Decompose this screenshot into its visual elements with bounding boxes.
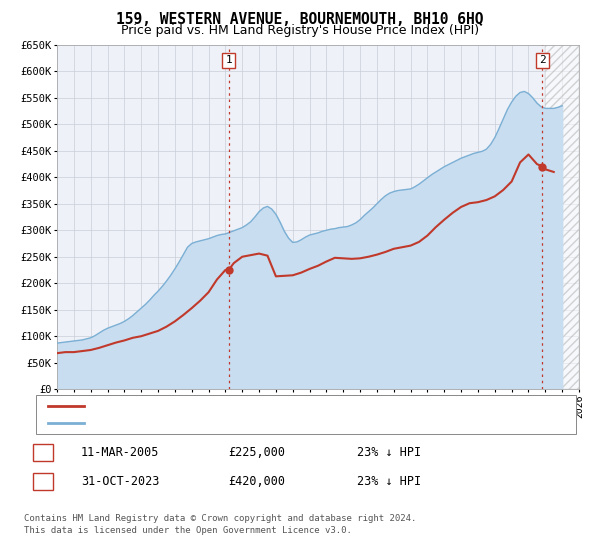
Text: 31-OCT-2023: 31-OCT-2023 [81,475,160,488]
Text: £225,000: £225,000 [228,446,285,459]
Text: 23% ↓ HPI: 23% ↓ HPI [357,446,421,459]
Text: 1: 1 [40,447,46,458]
Text: Price paid vs. HM Land Registry's House Price Index (HPI): Price paid vs. HM Land Registry's House … [121,24,479,37]
Text: £420,000: £420,000 [228,475,285,488]
Bar [545,45,579,389]
Bar [545,45,579,389]
Text: 11-MAR-2005: 11-MAR-2005 [81,446,160,459]
Text: This data is licensed under the Open Government Licence v3.0.: This data is licensed under the Open Gov… [24,526,352,535]
Text: 159, WESTERN AVENUE, BOURNEMOUTH, BH10 6HQ (detached house): 159, WESTERN AVENUE, BOURNEMOUTH, BH10 6… [90,401,459,411]
Text: 2: 2 [539,55,546,66]
Text: 2: 2 [40,477,46,487]
Text: 159, WESTERN AVENUE, BOURNEMOUTH, BH10 6HQ: 159, WESTERN AVENUE, BOURNEMOUTH, BH10 6… [116,12,484,27]
Text: 1: 1 [225,55,232,66]
Text: Contains HM Land Registry data © Crown copyright and database right 2024.: Contains HM Land Registry data © Crown c… [24,514,416,522]
Text: 23% ↓ HPI: 23% ↓ HPI [357,475,421,488]
Text: HPI: Average price, detached house, Bournemouth Christchurch and Poole: HPI: Average price, detached house, Bour… [90,418,527,428]
